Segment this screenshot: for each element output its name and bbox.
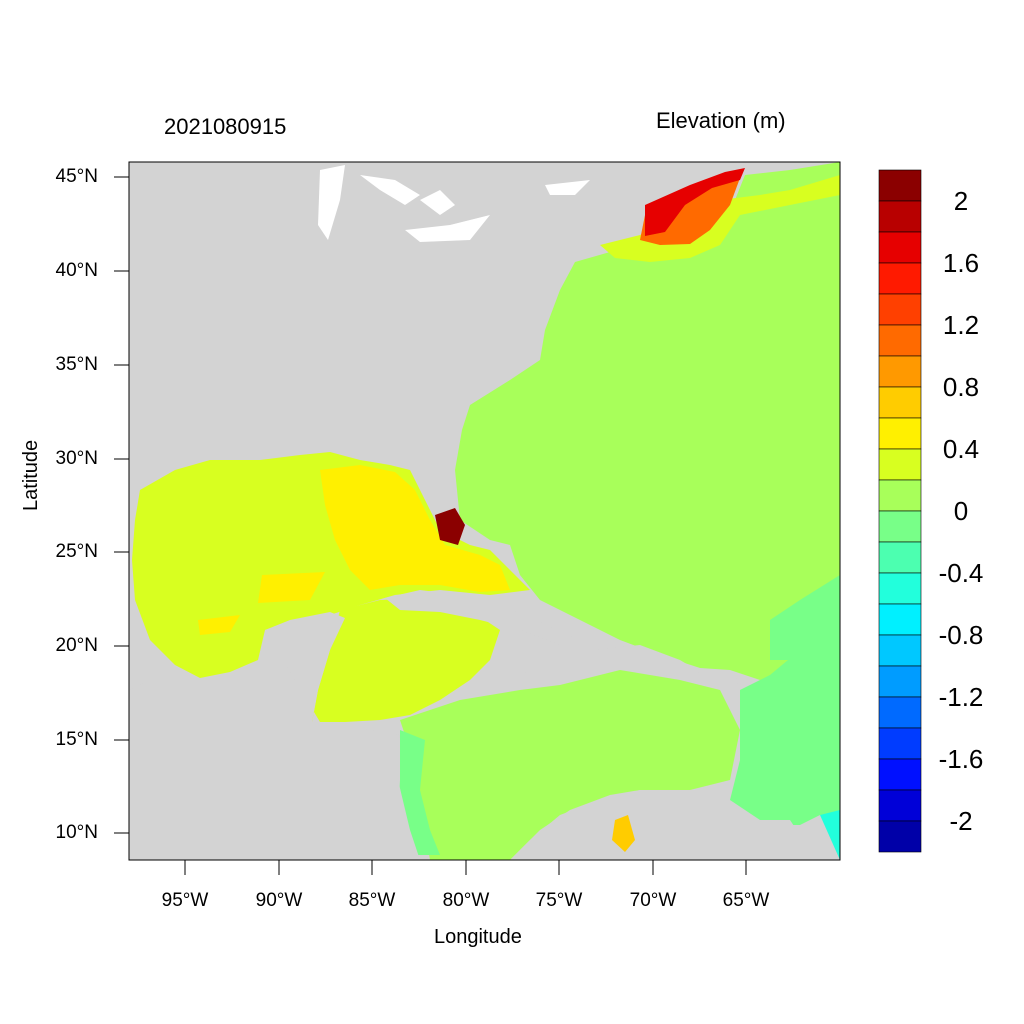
colorbar-swatch: [878, 727, 922, 760]
lake-maracaibo: [612, 815, 635, 852]
colorbar-swatch: [878, 572, 922, 605]
colorbar-swatch: [878, 324, 922, 357]
ytick-label: 45°N: [55, 166, 98, 187]
colorbar-swatch: [878, 479, 922, 512]
xtick-label: 80°W: [442, 890, 490, 911]
colorbar-label: -2: [949, 806, 973, 836]
great-lakes: [318, 165, 590, 242]
colorbar-swatch: [878, 665, 922, 698]
surge-red: [645, 168, 745, 236]
caribbean-east: [400, 670, 740, 860]
colorbar-swatch: [878, 386, 922, 419]
ytick-label: 25°N: [55, 541, 98, 562]
colorbar-swatch: [878, 417, 922, 450]
colorbar-swatch: [878, 200, 922, 233]
colorbar-label: 1.2: [942, 310, 980, 340]
colorbar: [878, 169, 922, 853]
atlantic-low-zone: [770, 575, 840, 660]
colorbar-swatch: [878, 231, 922, 264]
colorbar-swatch: [878, 758, 922, 791]
colorbar-label: -1.2: [938, 682, 984, 712]
colorbar-label: 0.8: [942, 372, 980, 402]
jamaica-land: [500, 672, 535, 688]
hispaniola-land: [595, 645, 700, 676]
puerto-rico-land: [710, 674, 738, 685]
map-plot-area: [129, 162, 840, 860]
atlantic-ocean: [455, 162, 840, 860]
colorbar-swatch: [878, 541, 922, 574]
ytick-label: 35°N: [55, 354, 98, 375]
colorbar-label: 2: [953, 186, 969, 216]
colorbar-swatch: [878, 262, 922, 295]
yucatan-land: [129, 612, 420, 860]
colorbar-label: 0: [953, 496, 969, 526]
xtick-label: 95°W: [161, 890, 209, 911]
gulf-high-zone: [320, 465, 510, 592]
colorbar-swatch: [878, 169, 922, 202]
colorbar-swatch: [878, 448, 922, 481]
y-axis-label: Latitude: [20, 439, 42, 511]
timestamp-title: 2021080915: [164, 114, 287, 139]
xtick-label: 85°W: [348, 890, 396, 911]
colorbar-label: -0.8: [938, 620, 984, 650]
plot-frame: [128, 161, 841, 861]
caribbean-sea: [312, 598, 500, 722]
colorbar-swatch: [878, 696, 922, 729]
gulf-high-zone-3: [198, 615, 240, 635]
xtick-label: 75°W: [535, 890, 583, 911]
colorbar-swatch: [878, 634, 922, 667]
cuba-land: [385, 590, 580, 645]
colorbar-swatch: [878, 355, 922, 388]
xtick-label: 65°W: [722, 890, 770, 911]
colorbar-label: 0.4: [942, 434, 980, 464]
ytick-label: 15°N: [55, 729, 98, 750]
florida-surge: [435, 508, 465, 545]
colorbar-label: -0.4: [938, 558, 984, 588]
south-america-land: [510, 790, 840, 860]
ytick-label: 10°N: [55, 822, 98, 843]
colorbar-swatch: [878, 293, 922, 326]
eastern-caribbean-low: [730, 620, 840, 860]
colorbar-swatch: [878, 820, 922, 853]
colorbar-swatch: [878, 603, 922, 636]
ytick-label: 20°N: [55, 635, 98, 656]
x-axis-label: Longitude: [434, 926, 522, 948]
colorbar-swatch: [878, 510, 922, 543]
xtick-label: 70°W: [629, 890, 677, 911]
xtick-label: 90°W: [255, 890, 303, 911]
variable-title: Elevation (m): [656, 108, 786, 133]
ytick-label: 30°N: [55, 448, 98, 469]
axis-ticks: [114, 176, 747, 875]
colorbar-swatch: [878, 789, 922, 822]
colorbar-label: 1.6: [942, 248, 980, 278]
colorbar-label: -1.6: [938, 744, 984, 774]
ytick-label: 40°N: [55, 260, 98, 281]
gulf-high-zone-2: [258, 572, 325, 603]
